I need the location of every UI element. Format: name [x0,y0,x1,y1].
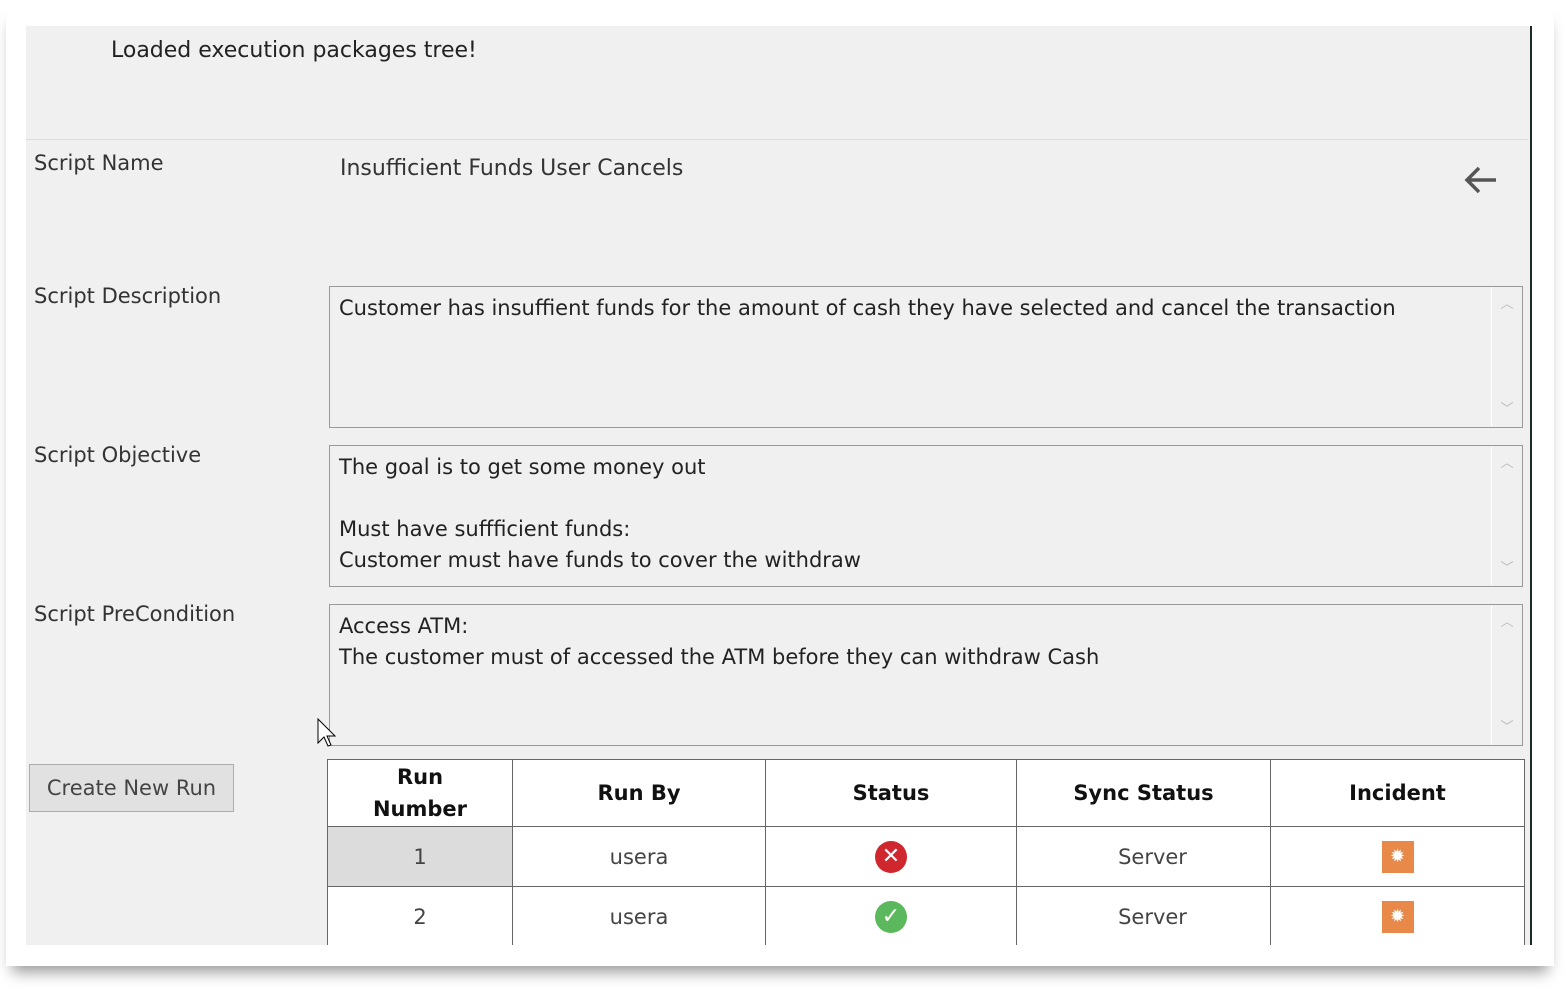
scroll-down-icon[interactable]: ﹀ [1500,402,1514,417]
failed-x-icon: ✕ [875,840,907,873]
script-precondition-label: Script PreCondition [34,602,236,626]
script-description-label: Script Description [34,284,222,308]
sync-status-cell: Server [1016,826,1271,887]
script-description-textarea[interactable]: Customer has insuffient funds for the am… [329,286,1523,428]
script-name-value: Insufficient Funds User Cancels [340,156,684,181]
objective-text: The goal is to get some money out Must h… [339,455,861,572]
header-sync-status[interactable]: Sync Status [1016,759,1271,827]
precondition-text: Access ATM: The customer must of accesse… [339,614,1100,669]
bug-icon[interactable]: ✹ [1381,900,1414,933]
header-run-number[interactable]: Run Number [327,759,513,827]
run-number-cell[interactable]: 2 [327,886,513,945]
run-by-cell: usera [512,826,766,887]
description-text: Customer has insuffient funds for the am… [339,296,1396,320]
run-by-cell: usera [512,886,766,945]
table-row[interactable]: 2 usera ✓ Server ✹ [327,886,1525,945]
back-arrow-icon[interactable] [1462,162,1498,198]
status-cell: ✕ [765,826,1017,887]
runs-table: Run Number Run By Status Sync Status Inc… [327,759,1525,945]
create-new-run-button[interactable]: Create New Run [29,764,234,812]
header-incident[interactable]: Incident [1270,759,1525,827]
scroll-down-icon[interactable]: ﹀ [1500,720,1514,735]
header-status[interactable]: Status [765,759,1017,827]
header-run-by[interactable]: Run By [512,759,766,827]
status-cell: ✓ [765,886,1017,945]
scroll-up-icon[interactable]: ︿ [1500,297,1514,312]
scroll-down-icon[interactable]: ﹀ [1500,561,1514,576]
script-objective-label: Script Objective [34,443,202,467]
script-name-label: Script Name [34,151,164,175]
scroll-up-icon[interactable]: ︿ [1500,615,1514,630]
scrollbar[interactable]: ︿ ﹀ [1491,287,1522,427]
divider [26,139,1528,140]
script-objective-textarea[interactable]: The goal is to get some money out Must h… [329,445,1523,587]
incident-cell: ✹ [1270,826,1525,887]
script-detail-panel: Loaded execution packages tree! Script N… [26,26,1532,945]
table-row[interactable]: 1 usera ✕ Server ✹ [327,826,1525,887]
bug-icon[interactable]: ✹ [1381,840,1414,873]
scrollbar[interactable]: ︿ ﹀ [1491,446,1522,586]
run-number-cell[interactable]: 1 [327,826,513,887]
table-header-row: Run Number Run By Status Sync Status Inc… [327,759,1525,827]
sync-status-cell: Server [1016,886,1271,945]
script-precondition-textarea[interactable]: Access ATM: The customer must of accesse… [329,604,1523,746]
scrollbar[interactable]: ︿ ﹀ [1491,605,1522,745]
scroll-up-icon[interactable]: ︿ [1500,456,1514,471]
status-message: Loaded execution packages tree! [111,38,477,63]
mouse-cursor-icon [317,718,337,747]
incident-cell: ✹ [1270,886,1525,945]
passed-check-icon: ✓ [875,900,907,933]
